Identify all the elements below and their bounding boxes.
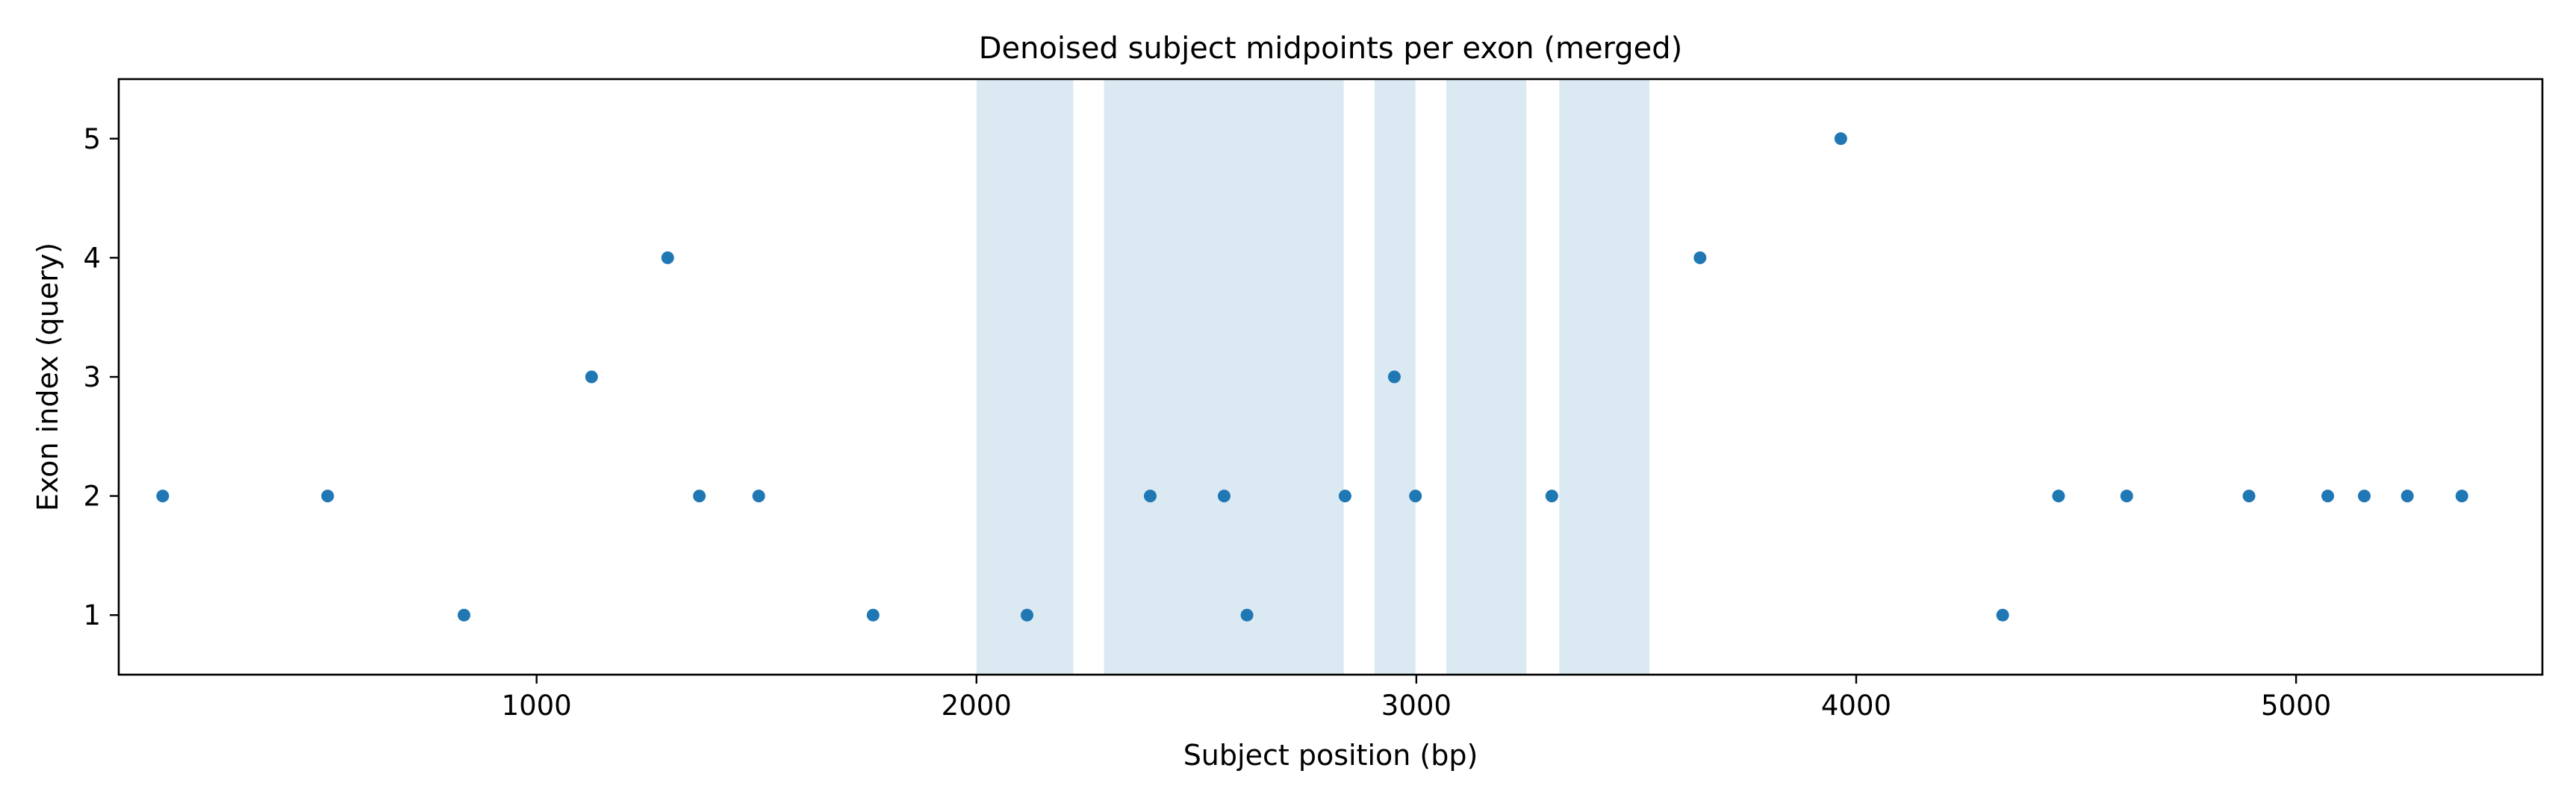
data-point-23 [2321,490,2335,503]
x-tick-label: 3000 [1381,690,1452,722]
data-point-5 [661,251,674,264]
y-tick-label: 1 [83,599,101,631]
x-axis-ticks: 1000 2000 3000 4000 5000 [502,675,2331,722]
data-point-20 [2052,490,2065,503]
data-point-12 [1240,608,1254,622]
y-tick-label: 5 [83,123,101,155]
data-point-25 [2401,490,2414,503]
y-tick-label: 2 [83,481,101,513]
shaded-region-2 [1104,79,1344,675]
data-point-14 [1387,370,1401,384]
data-point-4 [585,370,598,384]
data-point-15 [1409,490,1422,503]
shaded-region-1 [976,79,1074,675]
data-point-11 [1217,490,1231,503]
data-point-2 [321,490,335,503]
y-tick-label: 4 [83,242,101,274]
data-point-1 [156,490,169,503]
data-point-16 [1545,490,1558,503]
x-tick-label: 5000 [2261,690,2331,722]
x-tick-label: 1000 [502,690,572,722]
y-axis-ticks: 1 2 3 4 5 [83,123,119,631]
x-axis-label: Subject position (bp) [1183,739,1478,772]
data-point-8 [866,608,880,622]
y-tick-label: 3 [83,361,101,393]
x-tick-label: 4000 [1821,690,1891,722]
data-point-6 [693,490,706,503]
data-point-9 [1021,608,1034,622]
data-point-7 [752,490,765,503]
data-point-17 [1693,251,1707,264]
data-point-18 [1834,132,1847,146]
data-point-24 [2357,490,2371,503]
data-point-22 [2242,490,2256,503]
data-point-10 [1143,490,1157,503]
data-point-3 [457,608,470,622]
x-tick-label: 2000 [942,690,1012,722]
data-point-21 [2120,490,2133,503]
shaded-region-4 [1446,79,1527,675]
y-axis-label: Exon index (query) [31,243,64,511]
data-point-19 [1996,608,2009,622]
shaded-regions [976,79,1650,675]
shaded-region-5 [1559,79,1650,675]
data-point-26 [2455,490,2468,503]
data-points [156,132,2468,622]
chart-title: Denoised subject midpoints per exon (mer… [979,31,1683,66]
plot-frame [117,78,2544,676]
data-point-13 [1338,490,1351,503]
